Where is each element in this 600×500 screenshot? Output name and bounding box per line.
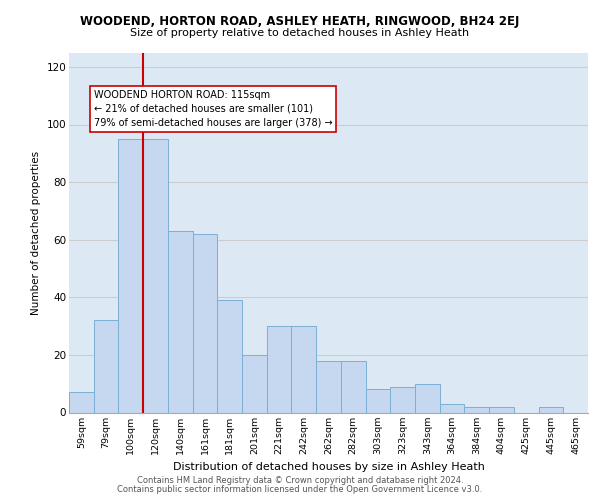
Bar [217, 300, 242, 412]
Bar [69, 392, 94, 412]
Bar [118, 139, 143, 412]
Bar [489, 406, 514, 412]
Bar [168, 231, 193, 412]
Bar [292, 326, 316, 412]
Bar [193, 234, 217, 412]
Bar [341, 360, 365, 412]
X-axis label: Distribution of detached houses by size in Ashley Heath: Distribution of detached houses by size … [173, 462, 484, 472]
Bar [390, 386, 415, 412]
Bar [440, 404, 464, 412]
Bar [143, 139, 168, 412]
Bar [94, 320, 118, 412]
Bar [242, 355, 267, 412]
Text: WOODEND HORTON ROAD: 115sqm
← 21% of detached houses are smaller (101)
79% of se: WOODEND HORTON ROAD: 115sqm ← 21% of det… [94, 90, 332, 128]
Bar [415, 384, 440, 412]
Bar [365, 390, 390, 412]
Text: WOODEND, HORTON ROAD, ASHLEY HEATH, RINGWOOD, BH24 2EJ: WOODEND, HORTON ROAD, ASHLEY HEATH, RING… [80, 15, 520, 28]
Y-axis label: Number of detached properties: Number of detached properties [31, 150, 41, 314]
Bar [316, 360, 341, 412]
Text: Size of property relative to detached houses in Ashley Heath: Size of property relative to detached ho… [130, 28, 470, 38]
Bar [539, 406, 563, 412]
Bar [267, 326, 292, 412]
Text: Contains HM Land Registry data © Crown copyright and database right 2024.: Contains HM Land Registry data © Crown c… [137, 476, 463, 485]
Bar [464, 406, 489, 412]
Text: Contains public sector information licensed under the Open Government Licence v3: Contains public sector information licen… [118, 484, 482, 494]
